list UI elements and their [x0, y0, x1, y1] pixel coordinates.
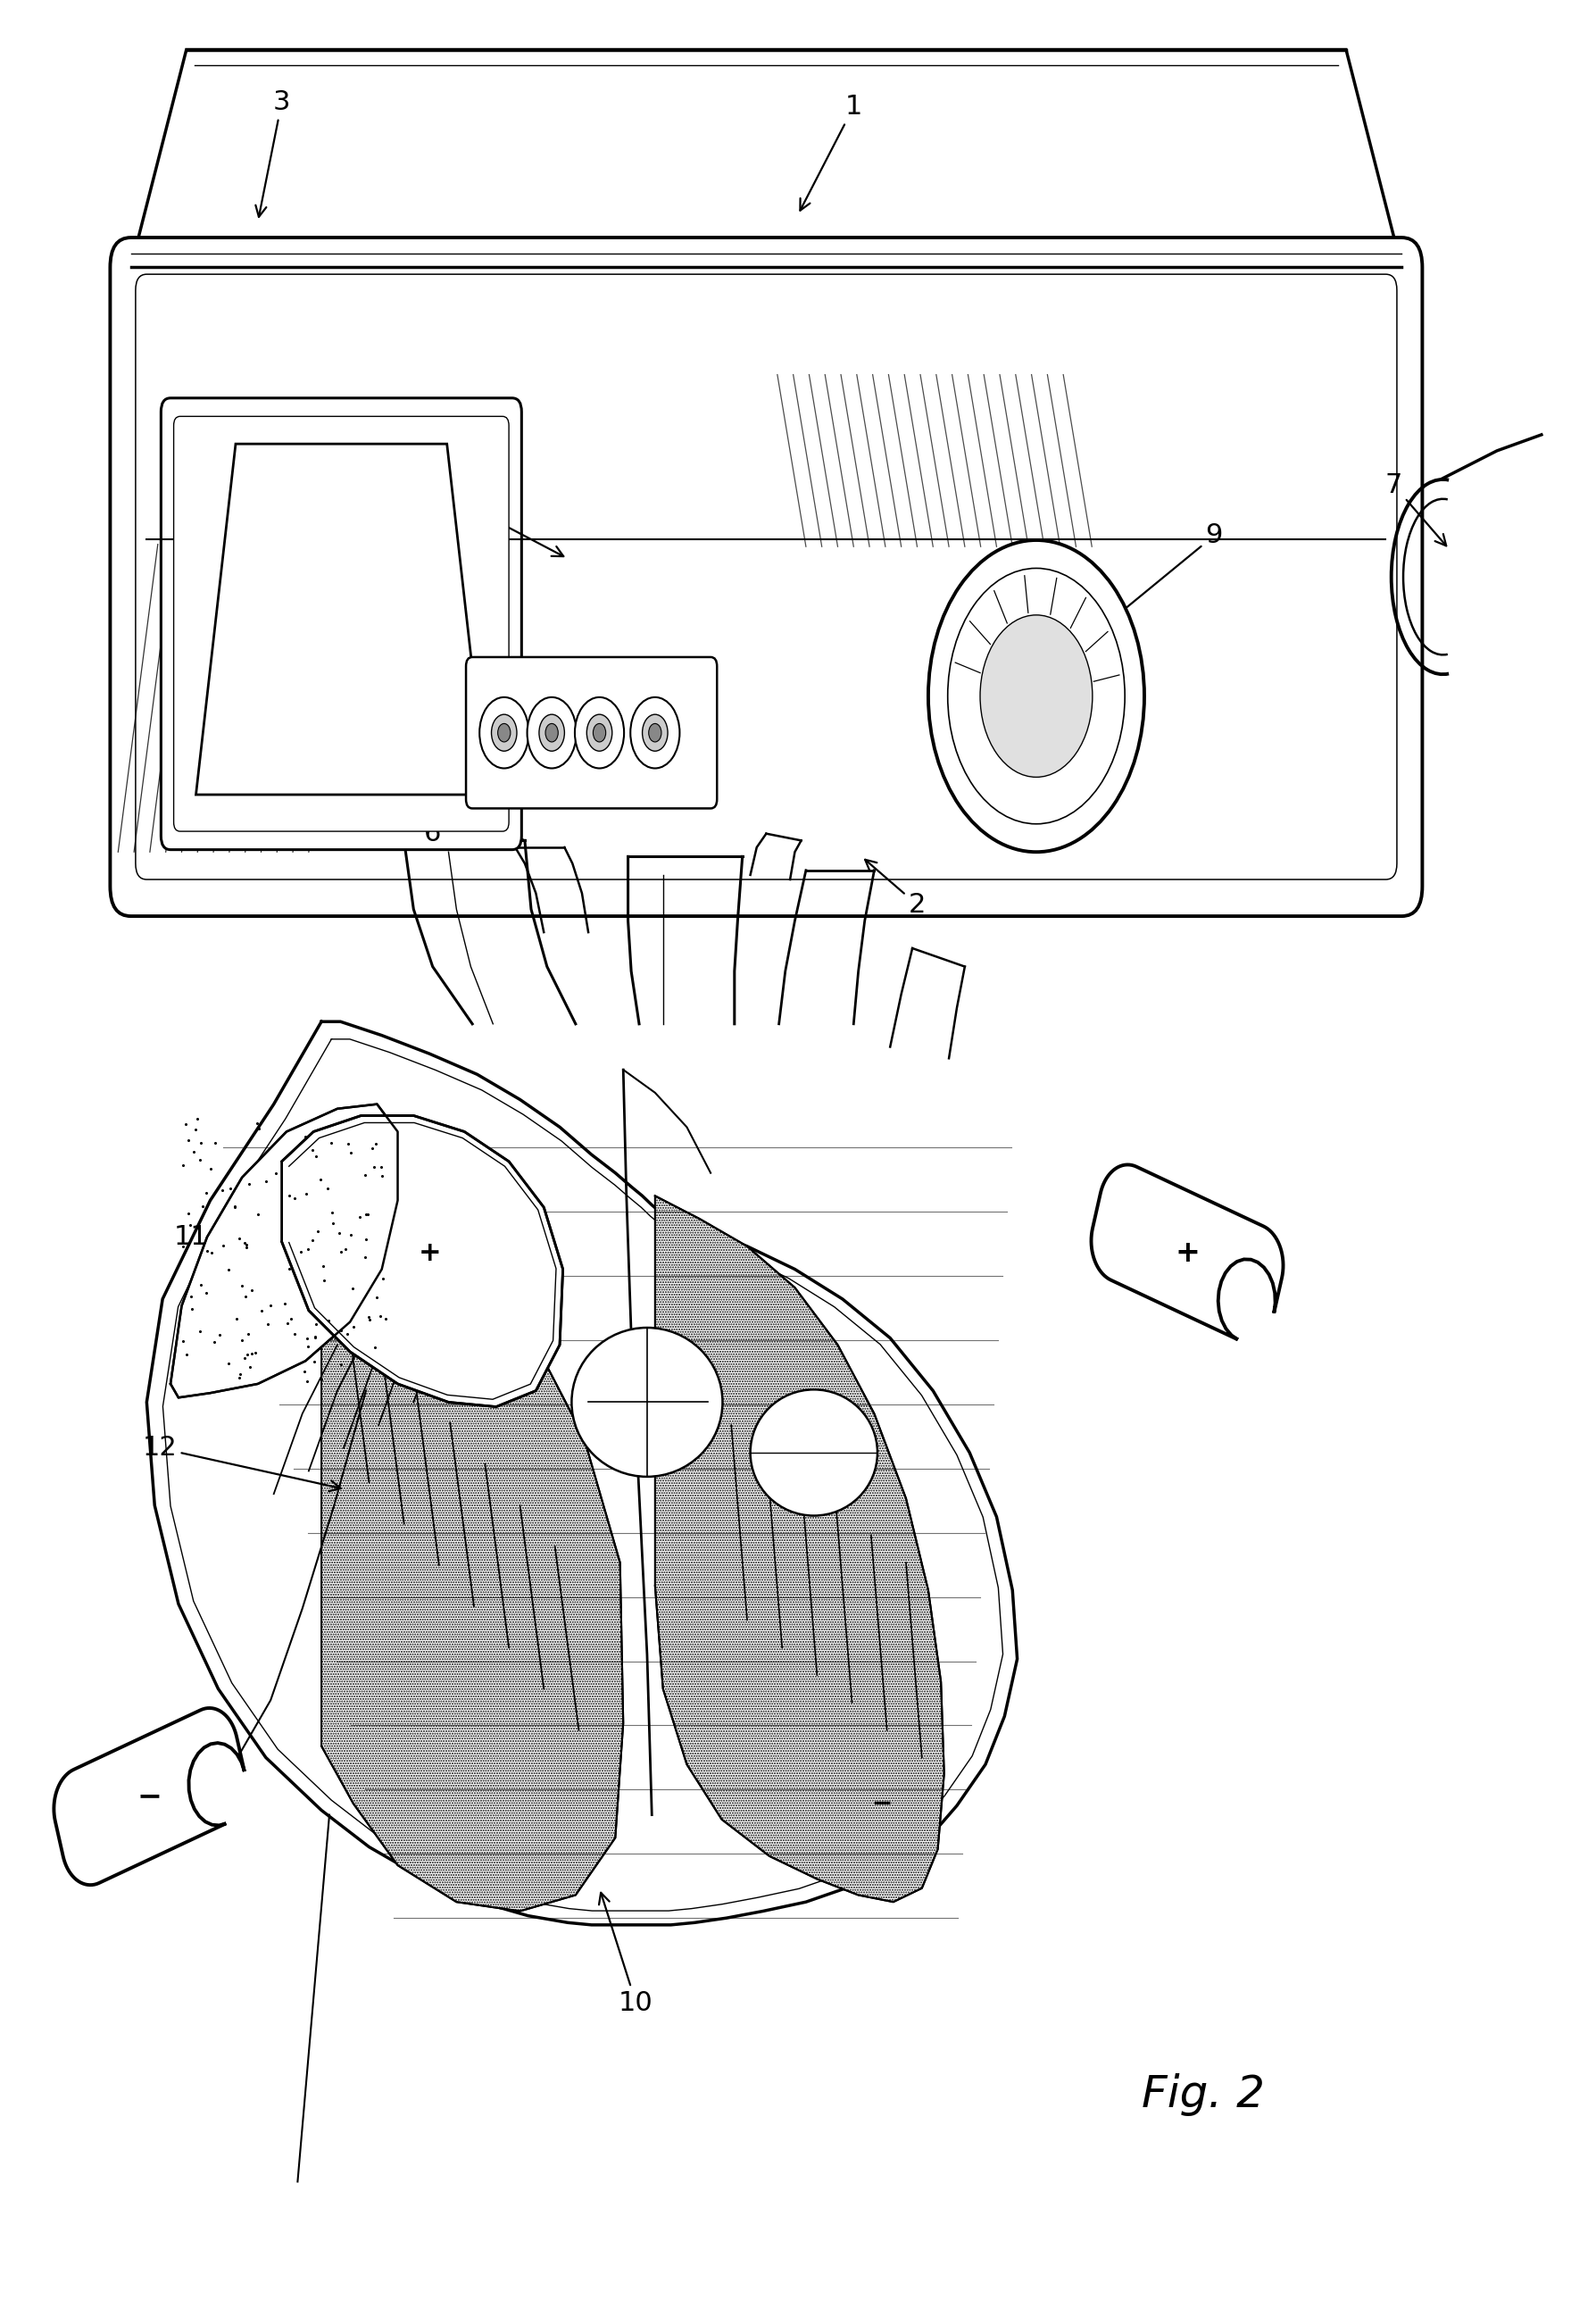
- Text: Fig. 2: Fig. 2: [1141, 2072, 1264, 2116]
- FancyBboxPatch shape: [466, 658, 717, 807]
- Circle shape: [594, 725, 606, 743]
- Text: 6: 6: [425, 784, 547, 846]
- Text: 10: 10: [598, 1893, 653, 2015]
- Circle shape: [642, 715, 667, 752]
- Circle shape: [527, 697, 576, 768]
- Polygon shape: [147, 1021, 1017, 1925]
- Circle shape: [539, 715, 565, 752]
- Polygon shape: [282, 1116, 563, 1408]
- Circle shape: [546, 725, 559, 743]
- Circle shape: [587, 715, 613, 752]
- Polygon shape: [514, 359, 764, 807]
- Text: 11: 11: [174, 1224, 356, 1274]
- Polygon shape: [517, 352, 766, 803]
- Text: 9: 9: [1057, 522, 1223, 665]
- Text: 2: 2: [865, 860, 926, 918]
- Circle shape: [980, 614, 1092, 777]
- Circle shape: [648, 725, 661, 743]
- Text: 4: 4: [472, 499, 563, 557]
- Polygon shape: [321, 1150, 624, 1911]
- Polygon shape: [131, 51, 1401, 267]
- Polygon shape: [54, 1709, 244, 1886]
- Circle shape: [948, 568, 1125, 823]
- Text: −: −: [871, 1792, 892, 1817]
- Circle shape: [479, 697, 528, 768]
- Polygon shape: [1092, 1164, 1283, 1339]
- Text: +: +: [418, 1240, 440, 1265]
- Circle shape: [498, 725, 511, 743]
- FancyBboxPatch shape: [110, 237, 1422, 915]
- Text: 1: 1: [800, 94, 862, 212]
- FancyBboxPatch shape: [161, 398, 522, 849]
- Ellipse shape: [571, 1327, 723, 1477]
- Text: +: +: [1175, 1237, 1200, 1267]
- Polygon shape: [171, 1104, 397, 1398]
- Circle shape: [492, 715, 517, 752]
- Text: −: −: [137, 1783, 163, 1810]
- Polygon shape: [519, 347, 769, 796]
- Text: 3: 3: [255, 90, 290, 216]
- Polygon shape: [522, 340, 771, 791]
- Text: 12: 12: [142, 1435, 340, 1490]
- Text: 7: 7: [1385, 471, 1446, 545]
- Circle shape: [575, 697, 624, 768]
- Circle shape: [630, 697, 680, 768]
- Circle shape: [929, 540, 1144, 851]
- FancyBboxPatch shape: [174, 416, 509, 830]
- Polygon shape: [196, 444, 487, 796]
- Ellipse shape: [750, 1389, 878, 1516]
- Polygon shape: [654, 1196, 945, 1902]
